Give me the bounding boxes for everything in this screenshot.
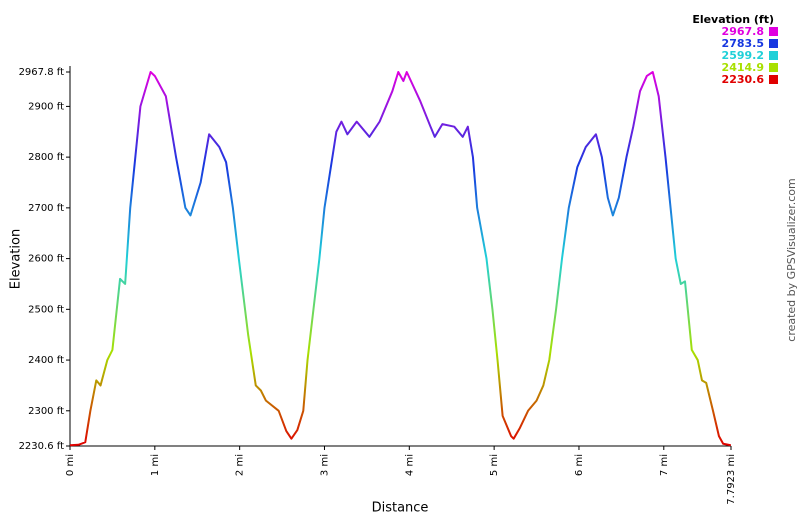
x-tick-label: 3 mi <box>319 454 330 476</box>
legend-label: 2414.9 <box>722 61 764 74</box>
y-tick-label: 2700 ft <box>28 203 64 214</box>
legend-swatch <box>769 75 778 84</box>
y-tick-label: 2400 ft <box>28 355 64 366</box>
y-tick-label: 2600 ft <box>28 254 64 265</box>
y-tick-label: 2500 ft <box>28 304 64 315</box>
legend-label: 2599.2 <box>722 49 764 62</box>
legend-swatch <box>769 51 778 60</box>
x-tick-label: 1 mi <box>150 454 161 476</box>
x-tick-label: 0 mi <box>65 454 76 476</box>
y-tick-label: 2300 ft <box>28 406 64 417</box>
legend-swatch <box>769 27 778 36</box>
elevation-line <box>69 71 731 447</box>
credit: created by GPSVisualizer.com <box>785 178 798 341</box>
legend-swatch <box>769 39 778 48</box>
legend-label: 2783.5 <box>722 37 764 50</box>
x-tick-label: 4 mi <box>404 454 415 476</box>
y-tick-label: 2230.6 ft <box>19 441 65 452</box>
y-axis-label: Elevation <box>9 229 24 289</box>
legend-swatch <box>769 63 778 72</box>
legend-label: 2230.6 <box>722 73 765 86</box>
x-tick-label: 2 mi <box>235 454 246 476</box>
legend-label: 2967.8 <box>722 25 764 38</box>
x-tick-label: 6 mi <box>574 454 585 476</box>
x-tick-label: 7 mi <box>659 454 670 476</box>
x-axis-label: Distance <box>372 501 429 516</box>
y-tick-label: 2800 ft <box>28 152 64 163</box>
legend-title: Elevation (ft) <box>692 13 774 26</box>
x-tick-label: 7.7923 mi <box>726 454 737 505</box>
y-tick-label: 2967.8 ft <box>19 67 65 78</box>
y-tick-label: 2900 ft <box>28 101 64 112</box>
x-tick-label: 5 mi <box>489 454 500 476</box>
